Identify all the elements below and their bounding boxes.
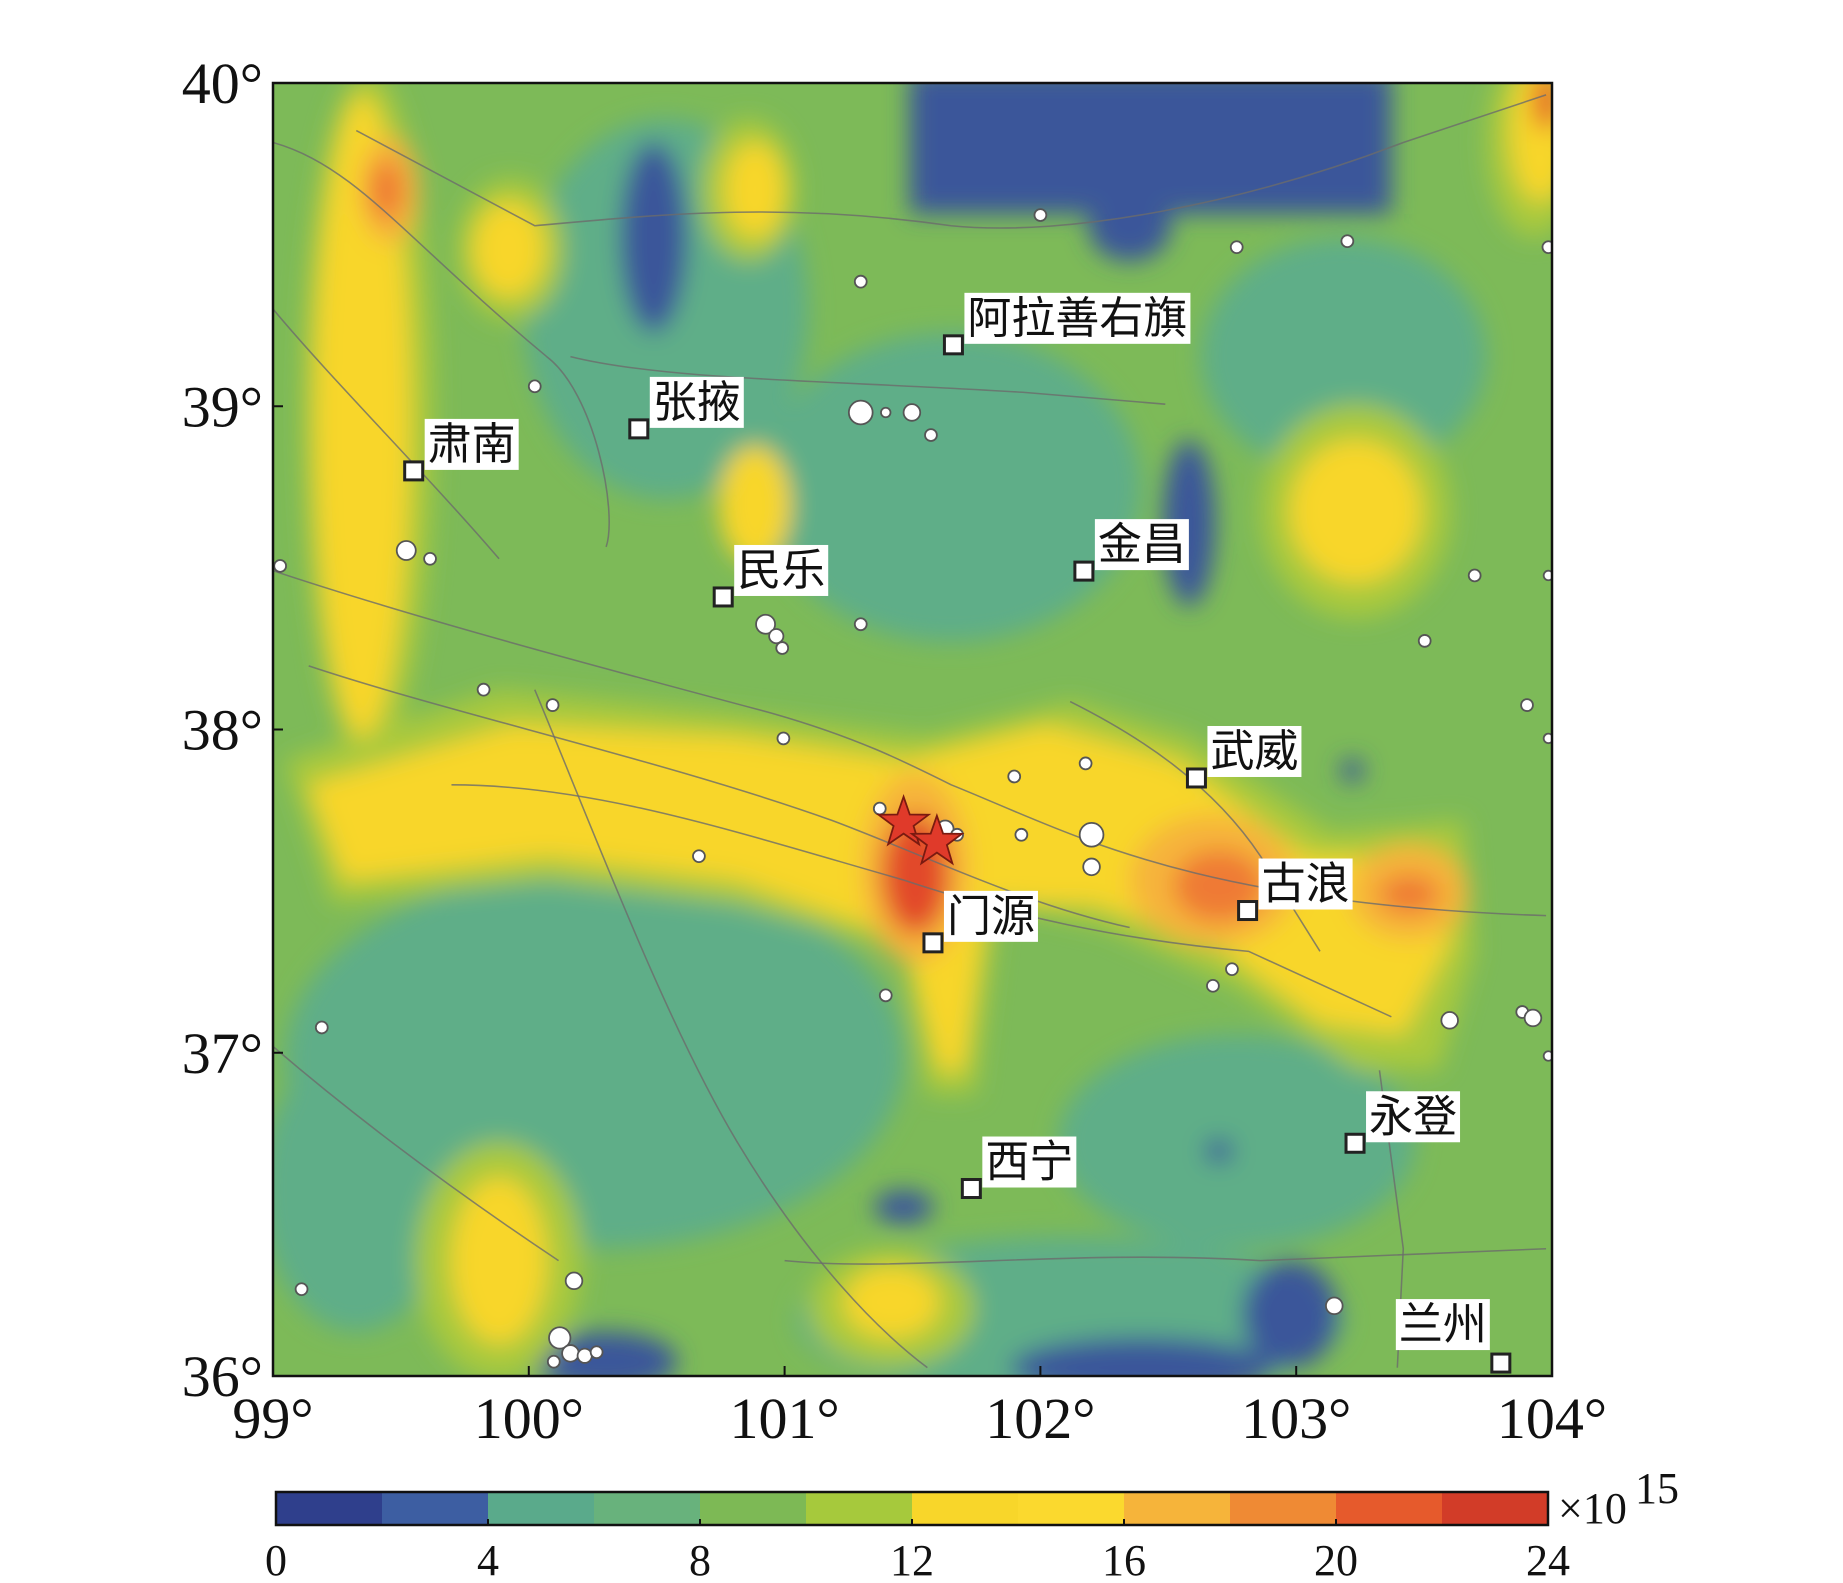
y-tick-label: 36° [182,1344,263,1409]
city-label-bg [1258,858,1353,910]
epicenters [875,793,965,866]
y-tick-label: 40° [182,51,263,116]
city-marker [712,586,734,608]
city-label: 武威 [1210,726,1298,777]
city-marker [1073,560,1095,582]
city-label-bg [1094,519,1189,571]
colorbar-bin [488,1492,595,1525]
city-marker [628,418,650,440]
heatmap [273,83,1552,1376]
city-marker [960,1178,982,1200]
city-label-bg [424,418,519,470]
colorbar-bin [1018,1492,1125,1525]
x-tick-label: 101° [729,1386,839,1451]
city-label: 门源 [947,891,1035,942]
city-label-bg [943,890,1038,942]
colorbar-tick-label: 16 [1102,1536,1146,1583]
city-label: 民乐 [737,545,825,596]
y-tick-label: 39° [182,374,263,439]
city-marker [403,460,425,482]
colorbar-tick-label: 12 [890,1536,934,1583]
colorbar-tick-label: 20 [1314,1536,1358,1583]
city-label-bg [649,376,744,428]
x-tick-label: 100° [474,1386,584,1451]
y-tick-label: 38° [182,698,263,763]
x-tick-label: 103° [1241,1386,1351,1451]
city-label-bg [1395,1299,1490,1351]
colorbar-bin [1336,1492,1443,1525]
colorbar-bin [594,1492,701,1525]
city-label: 永登 [1369,1091,1457,1142]
y-tick-label: 37° [182,1021,263,1086]
colorbar-bin [1230,1492,1337,1525]
x-tick-label: 104° [1497,1386,1607,1451]
city-label: 金昌 [1098,519,1186,570]
x-tick-label: 102° [985,1386,1095,1451]
colorbar-bin [1442,1492,1549,1525]
colorbar-unit-exponent: 15 [1635,1464,1679,1513]
city-label: 肃南 [428,419,516,470]
city-label-bg [734,544,829,596]
city-label: 古浪 [1262,859,1350,910]
city-label-bg [982,1136,1077,1188]
colorbar-bin [276,1492,383,1525]
city-label: 张掖 [653,377,741,428]
colorbar-tick-label: 0 [265,1536,287,1583]
colorbar-tick-label: 4 [477,1536,499,1583]
city-label: 西宁 [985,1137,1073,1188]
colorbar-bin [1124,1492,1231,1525]
city-marker [1185,767,1207,789]
city-marker [922,932,944,954]
city-label-bg [964,292,1191,344]
colorbar-tick-label: 24 [1526,1536,1570,1583]
x-tick-label: 99° [232,1386,313,1451]
city-marker [1237,900,1259,922]
city-marker [1344,1132,1366,1154]
colorbar-bin [700,1492,807,1525]
earthquakes [273,208,1552,1369]
city-label: 阿拉善右旗 [967,293,1187,344]
city-label-bg [1366,1091,1461,1143]
city-marker [1490,1352,1512,1374]
colorbar-unit: ×10 [1558,1484,1627,1533]
colorbar-bin [806,1492,913,1525]
city-label-bg [1207,725,1302,777]
colorbar-bin [382,1492,489,1525]
colorbar-tick-label: 8 [689,1536,711,1583]
colorbar-bin [912,1492,1019,1525]
city-marker [942,334,964,356]
city-label: 兰州 [1399,1299,1487,1350]
